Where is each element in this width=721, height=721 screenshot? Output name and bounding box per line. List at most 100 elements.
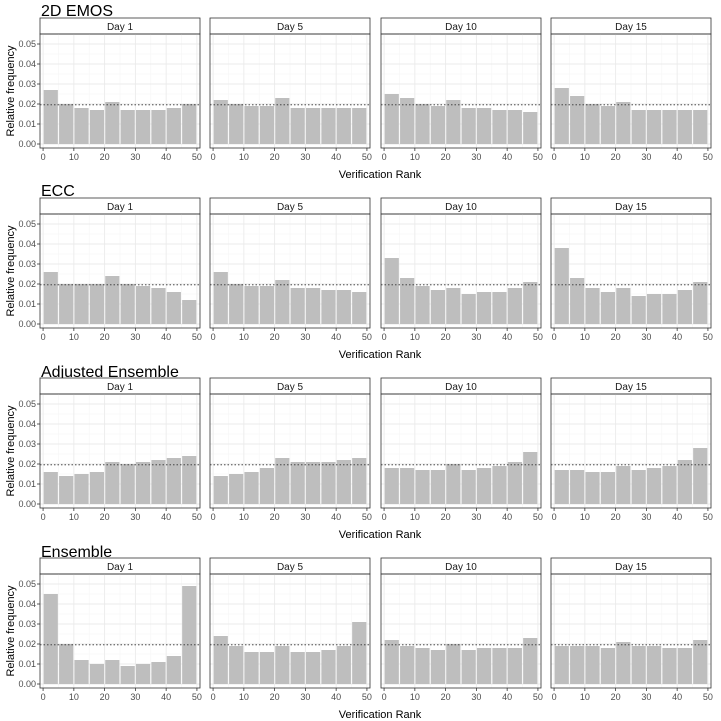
histogram-bar: [229, 474, 244, 504]
histogram-bar: [120, 666, 135, 684]
x-tick-label: 10: [69, 332, 79, 342]
histogram-bar: [321, 462, 336, 504]
histogram-bar: [384, 94, 399, 144]
x-tick-label: 40: [331, 152, 341, 162]
histogram-bar: [677, 290, 692, 324]
histogram-bar: [662, 110, 677, 144]
y-tick-label: 0.04: [18, 419, 36, 429]
histogram-bar: [89, 110, 105, 144]
panel-strip-label: Day 1: [107, 22, 134, 33]
histogram-bar: [135, 664, 151, 684]
panel-border: [209, 573, 371, 689]
x-tick-label: 50: [362, 692, 372, 702]
x-axis-label: Verification Rank: [339, 709, 422, 721]
panel-strip-label: Day 15: [615, 22, 647, 33]
histogram-bar: [616, 466, 631, 504]
histogram-bar: [600, 292, 616, 324]
histogram-bar: [166, 292, 181, 324]
panel-border: [550, 573, 712, 689]
histogram-bar: [135, 462, 151, 504]
x-tick-label: 50: [703, 152, 713, 162]
x-tick-label: 10: [580, 152, 590, 162]
histogram-bar: [59, 644, 74, 684]
histogram-bar: [105, 276, 120, 324]
x-tick-label: 30: [300, 152, 310, 162]
histogram-bar: [631, 110, 646, 144]
histogram-bar: [336, 290, 351, 324]
panel-border: [380, 573, 542, 689]
histogram-bar: [400, 98, 415, 144]
histogram-bar: [352, 458, 367, 504]
histogram-bar: [461, 470, 476, 504]
y-tick-label: 0.02: [18, 459, 36, 469]
histogram-bar: [336, 108, 351, 144]
x-tick-label: 50: [362, 332, 372, 342]
x-tick-label: 20: [611, 692, 621, 702]
histogram-bar: [290, 462, 305, 504]
histogram-bar: [400, 468, 415, 504]
row-title: 2D EMOS: [41, 3, 113, 20]
row-title: Ensemble: [41, 544, 112, 561]
x-tick-label: 50: [192, 512, 202, 522]
histogram-bar: [415, 470, 430, 504]
x-tick-label: 30: [471, 692, 481, 702]
x-tick-label: 50: [192, 152, 202, 162]
x-tick-label: 40: [502, 332, 512, 342]
panel-day-3: Day 15 0 10 20 30 40 50: [550, 377, 713, 522]
x-tick-label: 30: [641, 512, 651, 522]
x-tick-label: 40: [331, 692, 341, 702]
y-tick-label: 0.01: [18, 299, 36, 309]
histogram-bar: [523, 638, 538, 684]
histogram-bar: [492, 292, 507, 324]
histogram-bar: [570, 278, 585, 324]
histogram-bar: [305, 288, 321, 324]
panel-day-0: Day 1 0 10 20 30 40 50 0.00 0.01 0.02 0.03 0.04 0.05: [18, 197, 202, 342]
histogram-bar: [384, 640, 399, 684]
histogram-bar: [105, 102, 120, 144]
x-tick-label: 40: [502, 152, 512, 162]
histogram-bar: [677, 648, 692, 684]
histogram-bar: [476, 292, 492, 324]
histogram-bar: [476, 468, 492, 504]
histogram-bar: [554, 646, 569, 684]
panel-day-0: Day 1 0 10 20 30 40 50 0.00 0.01 0.02 0.03 0.04 0.05: [18, 17, 202, 162]
chart-row-2: Adjusted Ensemble Relative frequency Verif…: [5, 364, 713, 541]
histogram-bar: [446, 100, 461, 144]
y-tick-label: 0.05: [18, 39, 36, 49]
histogram-bar: [229, 284, 244, 324]
histogram-bar: [585, 472, 600, 504]
chart-row-0: 2D EMOS Relative frequency Verification Ra…: [5, 3, 713, 181]
histogram-bar: [105, 660, 120, 684]
panel-day-2: Day 10 0 10 20 30 40 50: [380, 17, 543, 162]
y-tick-label: 0.05: [18, 399, 36, 409]
histogram-bar: [554, 248, 569, 324]
panel-strip-label: Day 15: [615, 562, 647, 573]
y-tick-label: 0.02: [18, 99, 36, 109]
histogram-bar: [631, 646, 646, 684]
x-tick-label: 20: [441, 692, 451, 702]
x-tick-label: 0: [552, 692, 557, 702]
x-tick-label: 20: [611, 152, 621, 162]
y-tick-label: 0.01: [18, 659, 36, 669]
histogram-bar: [336, 460, 351, 504]
histogram-bar: [476, 108, 492, 144]
panel-border: [550, 213, 712, 329]
histogram-bar: [74, 284, 89, 324]
histogram-bar: [507, 288, 522, 324]
y-tick-label: 0.04: [18, 59, 36, 69]
x-tick-label: 40: [502, 512, 512, 522]
histogram-bar: [182, 104, 197, 144]
x-tick-label: 0: [552, 512, 557, 522]
x-tick-label: 20: [611, 512, 621, 522]
panel-strip-label: Day 10: [445, 202, 477, 213]
x-tick-label: 10: [410, 512, 420, 522]
histogram-bar: [213, 636, 228, 684]
chart-row-1: ECC Relative frequency Verification Rank Da…: [5, 183, 713, 361]
histogram-bar: [135, 286, 151, 324]
x-tick-label: 0: [41, 332, 46, 342]
histogram-bar: [570, 646, 585, 684]
histogram-bar: [430, 470, 446, 504]
x-axis-label: Verification Rank: [339, 529, 422, 541]
y-tick-label: 0.03: [18, 259, 36, 269]
x-tick-label: 20: [270, 512, 280, 522]
